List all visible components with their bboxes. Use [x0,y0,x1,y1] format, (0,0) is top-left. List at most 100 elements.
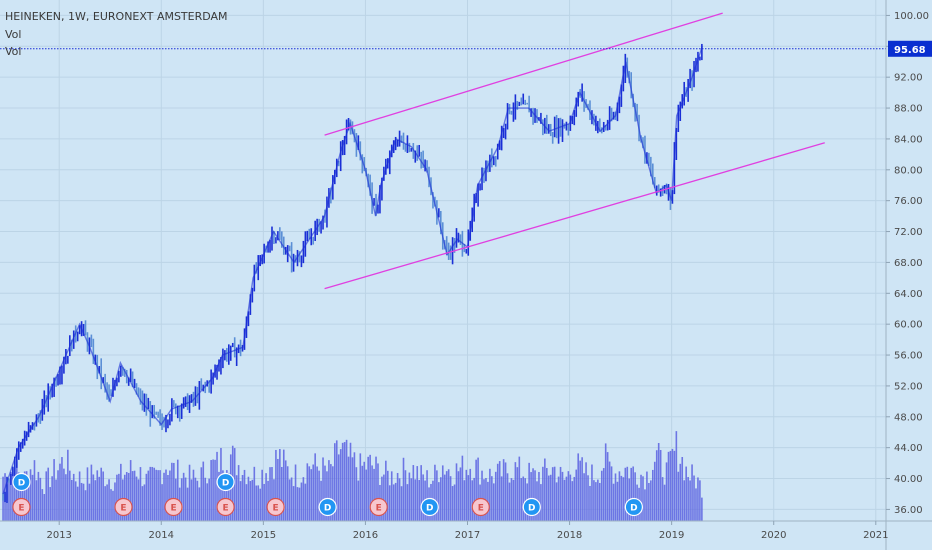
y-tick-label: 52.00 [894,381,923,392]
volume-bar [624,467,627,521]
volume-bar [251,479,254,521]
volume-bar [212,459,214,521]
volume-bar [41,489,44,521]
channel-lines[interactable] [324,12,825,290]
volume-bar [208,478,210,521]
x-tick-label: 2018 [557,530,582,541]
volume-bar [392,484,395,521]
volume-bar [210,460,212,521]
earnings-marker[interactable] [164,497,183,517]
dividend-marker-label: D [324,503,331,513]
volume-bar [508,482,511,521]
event-markers[interactable]: D E E E D E E D E D E D D [12,472,643,517]
volume-bar [88,483,91,521]
volume-bar [33,460,36,521]
volume-bar [626,466,629,521]
volume-bar [216,451,218,521]
volume-bar [72,473,75,521]
volume-bar [145,473,148,521]
dividend-marker-label: D [630,503,637,513]
earnings-marker[interactable] [266,497,285,517]
volume-bar [538,472,540,521]
volume-bar [127,472,130,521]
volume-bar [426,470,428,521]
earnings-marker-label: E [376,503,382,513]
volume-bar [553,466,556,521]
volume-bar [316,466,318,521]
volume-bar [214,459,216,521]
volume-bar [481,470,483,521]
volume-bar [620,475,623,521]
volume-bar [261,469,263,521]
volume-bar [322,457,324,521]
dividend-marker[interactable] [318,497,337,517]
volume-bar [235,475,238,521]
volume-bar [196,480,199,521]
volume-bar [228,472,230,521]
volume-bar [165,469,167,521]
dividend-marker[interactable] [624,497,643,517]
earnings-marker[interactable] [114,497,133,517]
volume-bar [367,456,369,521]
volume-bar [135,476,138,521]
volume-bar [559,466,562,521]
volume-bar [63,468,65,521]
volume-bar [10,471,12,521]
channel-line[interactable] [324,142,825,290]
volume-bar [129,460,132,521]
volume-bar [290,477,293,521]
time-axis[interactable]: 2013 2014 2015 2016 2017 2018 2019 2020 2021 [46,521,889,541]
volume-bar [102,471,104,521]
volume-bar [581,457,583,521]
volume-bar [371,465,373,521]
volume-bar [90,464,93,521]
price-series [2,43,703,503]
earnings-marker[interactable] [369,497,388,517]
volume-bar [308,466,311,521]
volume-bar [540,484,542,521]
volume-bar [377,463,379,521]
y-tick-label: 64.00 [894,289,923,300]
volume-bar [616,481,619,521]
volume-bar [583,473,585,521]
volume-bar [657,443,660,521]
channel-line[interactable] [324,12,723,136]
dividend-marker[interactable] [522,497,541,517]
volume-bar [608,461,611,521]
dividend-marker-label: D [18,478,25,488]
dividend-marker[interactable] [12,472,31,492]
volume-bar [192,469,195,521]
volume-bar [284,460,287,521]
volume-bar [275,449,277,521]
volume-bar [247,476,250,521]
volume-bar [141,486,144,521]
volume-bar [630,467,633,521]
earnings-marker[interactable] [471,497,490,517]
volume-bar [449,476,452,521]
volume-bar [591,464,593,521]
volume-bar [459,467,462,521]
volume-bar [587,475,589,521]
volume-bar [237,465,240,521]
volume-bar [697,477,699,521]
volume-bar [294,464,297,521]
y-tick-label: 44.00 [894,443,923,454]
volume-bar [597,479,599,521]
dividend-marker[interactable] [420,497,439,517]
earnings-marker[interactable] [216,497,235,517]
volume-bar [661,477,664,521]
earnings-marker-label: E [223,503,229,513]
volume-bar [642,476,644,521]
volume-bar [457,471,460,521]
volume-bar [365,469,368,521]
dividend-marker[interactable] [216,472,235,492]
y-tick-label: 100.00 [894,11,929,22]
x-tick-label: 2019 [659,530,684,541]
volume-bar [304,483,307,521]
volume-bar [438,482,440,521]
volume-bar [565,476,568,521]
volume-bar [298,487,301,521]
volume-bar [326,471,328,521]
earnings-marker[interactable] [12,497,31,517]
